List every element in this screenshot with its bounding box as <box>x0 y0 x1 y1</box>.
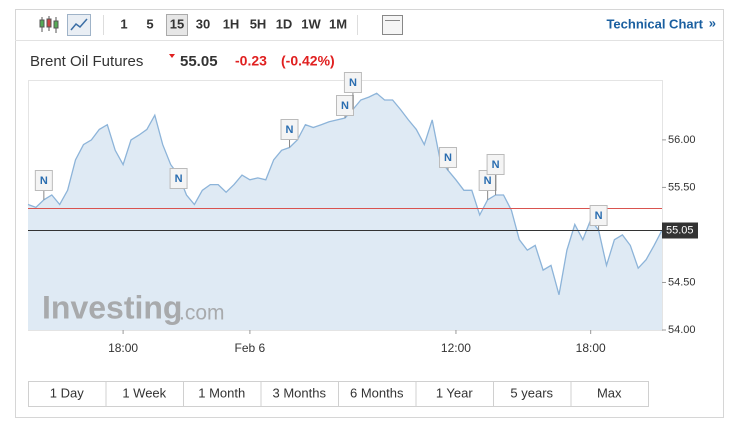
price-change-pct: (-0.42%) <box>281 53 335 69</box>
interval-button[interactable]: 1 <box>120 16 127 31</box>
price-area <box>28 93 662 330</box>
last-price: 55.05 <box>180 53 218 70</box>
interval-button[interactable]: 5 <box>146 16 153 31</box>
line-icon <box>70 18 88 31</box>
x-tick-label: Feb 6 <box>235 341 266 355</box>
range-label[interactable]: 1 Month <box>198 385 245 400</box>
y-tick-label: 56.00 <box>668 134 696 146</box>
watermark-brand: Investing <box>42 289 182 325</box>
settings-icon[interactable] <box>382 15 403 35</box>
news-marker-label[interactable]: N <box>349 77 357 89</box>
y-tick-label: 54.00 <box>668 324 696 336</box>
price-tag-label: 55.05 <box>666 224 694 236</box>
news-marker-label[interactable]: N <box>595 210 603 222</box>
interval-button[interactable]: 30 <box>196 16 210 31</box>
range-button[interactable] <box>415 381 494 407</box>
link-icon[interactable]: » <box>709 15 716 30</box>
range-label[interactable]: Max <box>597 385 622 400</box>
news-marker-label[interactable]: N <box>40 175 48 187</box>
interval-button[interactable]: 1D <box>276 16 293 31</box>
instrument-title: Brent Oil Futures <box>30 53 143 70</box>
y-tick-label: 54.50 <box>668 276 696 288</box>
range-button[interactable] <box>260 381 339 407</box>
news-marker-label[interactable]: N <box>492 159 500 171</box>
price-tag <box>662 222 698 239</box>
news-marker[interactable] <box>589 205 608 226</box>
news-marker[interactable] <box>486 154 505 175</box>
news-marker[interactable] <box>280 119 299 140</box>
range-button[interactable] <box>183 381 262 407</box>
interval-button[interactable]: 15 <box>170 16 184 31</box>
news-marker[interactable] <box>439 147 458 168</box>
range-label[interactable]: 1 Week <box>122 385 166 400</box>
interval-active-bg <box>166 14 188 36</box>
news-marker-label[interactable]: N <box>484 175 492 187</box>
plot: 54.00 54.50 55.50 56.00 18:00 Feb 6 12:00 18:00… <box>27 72 698 355</box>
range-label[interactable]: 6 Months <box>350 385 404 400</box>
range-button[interactable] <box>28 381 107 407</box>
news-marker-label[interactable]: N <box>286 124 294 136</box>
price-change: -0.23 <box>235 53 267 69</box>
range-label[interactable]: 3 Months <box>273 385 327 400</box>
range-button[interactable] <box>493 381 572 407</box>
candle-icon[interactable] <box>39 16 59 33</box>
x-tick-label: 12:00 <box>441 341 471 355</box>
y-tick-label: 55.50 <box>668 181 696 193</box>
interval-button[interactable]: 1H <box>223 16 240 31</box>
news-marker[interactable] <box>34 170 53 191</box>
news-marker-label[interactable]: N <box>341 100 349 112</box>
interval-button[interactable]: 1W <box>301 16 321 31</box>
range-button[interactable] <box>570 381 649 407</box>
news-marker-label[interactable]: N <box>175 173 183 185</box>
range-label[interactable]: 1 Day <box>50 385 84 400</box>
interval-button[interactable]: 1M <box>329 16 347 31</box>
interval-button[interactable]: 5H <box>250 16 267 31</box>
x-tick-label: 18:00 <box>576 341 606 355</box>
range-button[interactable] <box>338 381 417 407</box>
watermark-suffix: .com <box>179 302 225 325</box>
news-marker[interactable] <box>343 72 362 93</box>
news-marker[interactable] <box>169 168 188 189</box>
news-marker-label[interactable]: N <box>444 152 452 164</box>
x-tick-label: 18:00 <box>108 341 138 355</box>
range-label[interactable]: 1 Year <box>436 385 474 400</box>
news-marker[interactable] <box>336 95 354 116</box>
range-label[interactable]: 5 years <box>510 385 553 400</box>
line-icon-active[interactable] <box>67 14 91 36</box>
down-arrow <box>169 54 175 58</box>
technical-chart-link[interactable]: Technical Chart <box>606 16 703 31</box>
